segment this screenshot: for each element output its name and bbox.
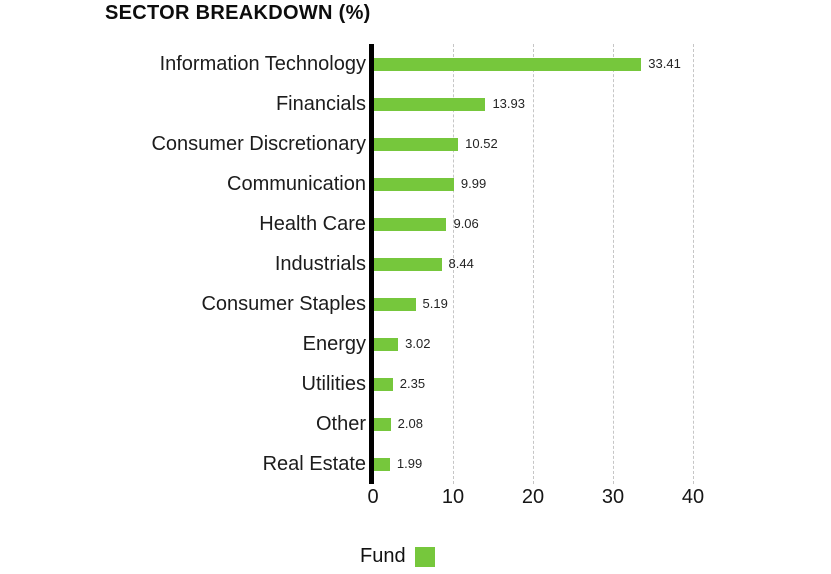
plot-area: Information Technology 33.41 Financials 13.… xyxy=(0,44,831,484)
category-label: Real Estate xyxy=(262,453,366,475)
chart-row: Consumer Discretionary 10.52 xyxy=(0,124,831,164)
x-tick-label-10: 10 xyxy=(441,486,465,508)
bar-fund xyxy=(374,257,442,271)
category-label: Information Technology xyxy=(159,53,366,75)
bar-fund xyxy=(374,97,486,111)
chart-row: Utilities 2.35 xyxy=(0,364,831,404)
value-label: 1.99 xyxy=(396,456,423,471)
value-label: 2.35 xyxy=(399,376,426,391)
gridline-10 xyxy=(453,44,454,484)
bar-fund xyxy=(374,57,642,71)
value-label: 3.02 xyxy=(405,336,431,351)
chart-row: Health Care 9.06 xyxy=(0,204,831,244)
legend-swatch-fund xyxy=(414,546,435,567)
chart-row: Industrials 8.44 xyxy=(0,244,831,284)
chart-row: Communication 9.99 xyxy=(0,164,831,204)
y-axis-line xyxy=(369,44,374,484)
bar-fund xyxy=(374,457,390,471)
value-label: 33.41 xyxy=(648,56,681,71)
x-tick-label-30: 30 xyxy=(601,486,625,508)
category-label: Industrials xyxy=(274,253,366,275)
bar-fund xyxy=(374,177,454,191)
chart-row: Financials 13.93 xyxy=(0,84,831,124)
chart-row: Real Estate 1.99 xyxy=(0,444,831,484)
chart-row: Consumer Staples 5.19 xyxy=(0,284,831,324)
bar-fund xyxy=(374,337,399,351)
legend: Fund xyxy=(360,545,435,568)
category-label: Financials xyxy=(275,93,366,115)
category-label: Communication xyxy=(227,173,366,195)
category-label: Consumer Staples xyxy=(201,293,366,315)
value-label: 13.93 xyxy=(492,96,525,111)
bar-fund xyxy=(374,297,416,311)
gridline-20 xyxy=(533,44,534,484)
category-label: Other xyxy=(315,413,366,435)
category-label: Health Care xyxy=(259,213,366,235)
chart-row: Other 2.08 xyxy=(0,404,831,444)
value-label: 5.19 xyxy=(422,296,448,311)
x-tick-label-20: 20 xyxy=(521,486,545,508)
value-label: 8.44 xyxy=(448,256,474,271)
x-tick-label-40: 40 xyxy=(681,486,705,508)
value-label: 9.99 xyxy=(460,176,487,191)
category-label: Utilities xyxy=(301,373,366,395)
x-tick-label-0: 0 xyxy=(367,486,379,508)
gridline-30 xyxy=(613,44,614,484)
value-label: 2.08 xyxy=(397,416,423,431)
category-label: Energy xyxy=(302,333,366,355)
bar-fund xyxy=(374,137,459,151)
chart-title: SECTOR BREAKDOWN (%) xyxy=(105,2,371,24)
bar-fund xyxy=(374,217,447,231)
value-label: 10.52 xyxy=(465,136,498,151)
chart-row: Energy 3.02 xyxy=(0,324,831,364)
gridline-40 xyxy=(693,44,694,484)
category-label: Consumer Discretionary xyxy=(151,133,366,155)
value-label: 9.06 xyxy=(453,216,479,231)
bar-fund xyxy=(374,417,391,431)
bar-fund xyxy=(374,377,393,391)
legend-label: Fund xyxy=(360,545,406,567)
chart-row: Information Technology 33.41 xyxy=(0,44,831,84)
